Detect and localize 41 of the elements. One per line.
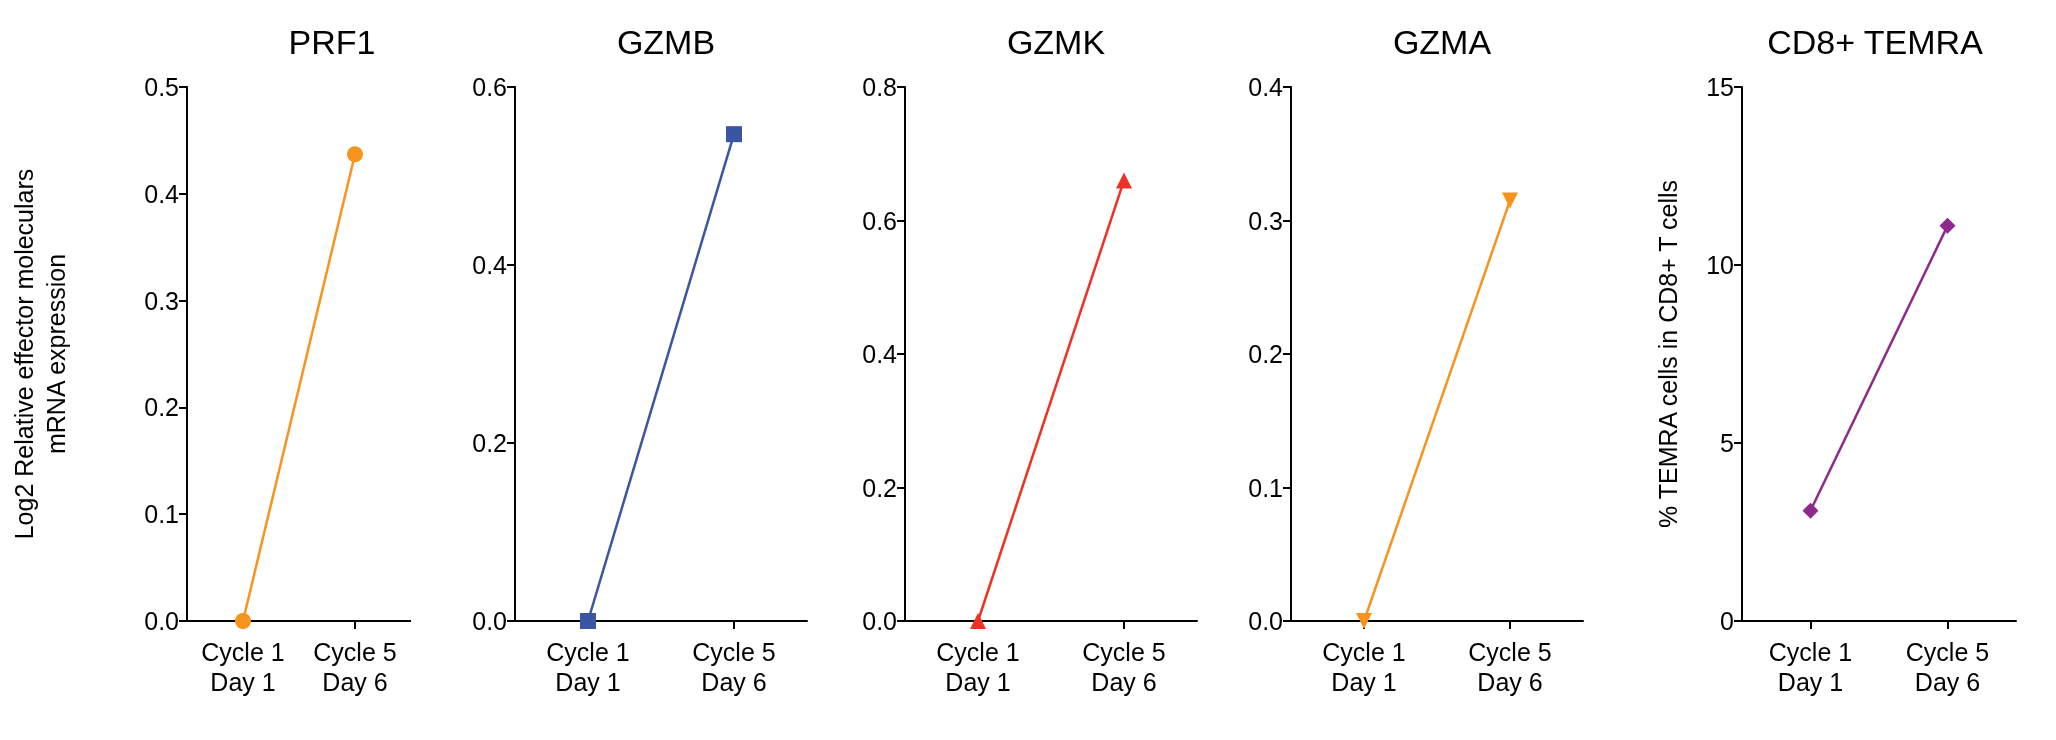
y-tick-label: 0.2: [862, 473, 897, 502]
y-tick-label: 0.4: [862, 340, 898, 368]
y-tick-label: 0.0: [144, 607, 179, 635]
y-tick-label: 0.4: [1248, 73, 1284, 101]
y-tick-label: 0.6: [472, 73, 507, 101]
y-tick-label: 0.0: [472, 607, 507, 635]
y-axis-title: % TEMRA cells in CD8+ T cells: [1654, 179, 1682, 529]
x-tick-label: Cycle 5 Day 6: [313, 638, 397, 696]
chart-title: PRF1: [288, 23, 376, 61]
y-tick-label: 0.2: [1248, 340, 1283, 368]
y-axis-title: Log2 Relative effector moleculars mRNA expression: [10, 168, 70, 540]
y-tick-label: 10: [1706, 251, 1734, 279]
x-tick-label: Cycle 1 Day 1: [201, 638, 285, 696]
x-tick-label: Cycle 5 Day 6: [1468, 638, 1552, 696]
y-tick-label: 0.2: [144, 393, 179, 422]
x-tick-label: Cycle 5 Day 6: [692, 638, 776, 696]
x-tick-label: Cycle 1 Day 1: [1322, 638, 1406, 696]
y-tick-label: 0.6: [862, 206, 897, 235]
y-tick-label: 0.1: [1248, 473, 1283, 502]
x-tick-label: Cycle 5 Day 6: [1082, 638, 1166, 696]
y-tick-label: 0.0: [1248, 607, 1283, 635]
y-tick-label: 0.4: [472, 251, 508, 279]
y-tick-label: 0.2: [472, 429, 507, 457]
chart-title: GZMB: [616, 23, 716, 61]
y-tick-label: 0.3: [144, 286, 179, 315]
y-tick-label: 0.1: [144, 500, 179, 529]
y-tick-label: 0.3: [1248, 206, 1283, 235]
x-tick-label: Cycle 5 Day 6: [1905, 638, 1990, 696]
y-tick-label: 0.5: [144, 73, 179, 101]
y-tick-label: 5: [1720, 429, 1734, 457]
chart-title: GZMK: [1006, 23, 1106, 61]
chart-title: GZMA: [1392, 23, 1492, 61]
chart-title: CD8+ TEMRA: [1767, 23, 1984, 61]
x-tick-label: Cycle 1 Day 1: [546, 638, 630, 696]
y-tick-label: 15: [1706, 73, 1734, 101]
y-tick-label: 0.4: [144, 179, 180, 208]
y-tick-label: 0: [1720, 607, 1734, 635]
y-tick-label: 0.0: [862, 607, 897, 635]
y-tick-label: 0.8: [862, 73, 897, 101]
x-tick-label: Cycle 1 Day 1: [936, 638, 1020, 696]
x-tick-label: Cycle 1 Day 1: [1768, 638, 1853, 696]
